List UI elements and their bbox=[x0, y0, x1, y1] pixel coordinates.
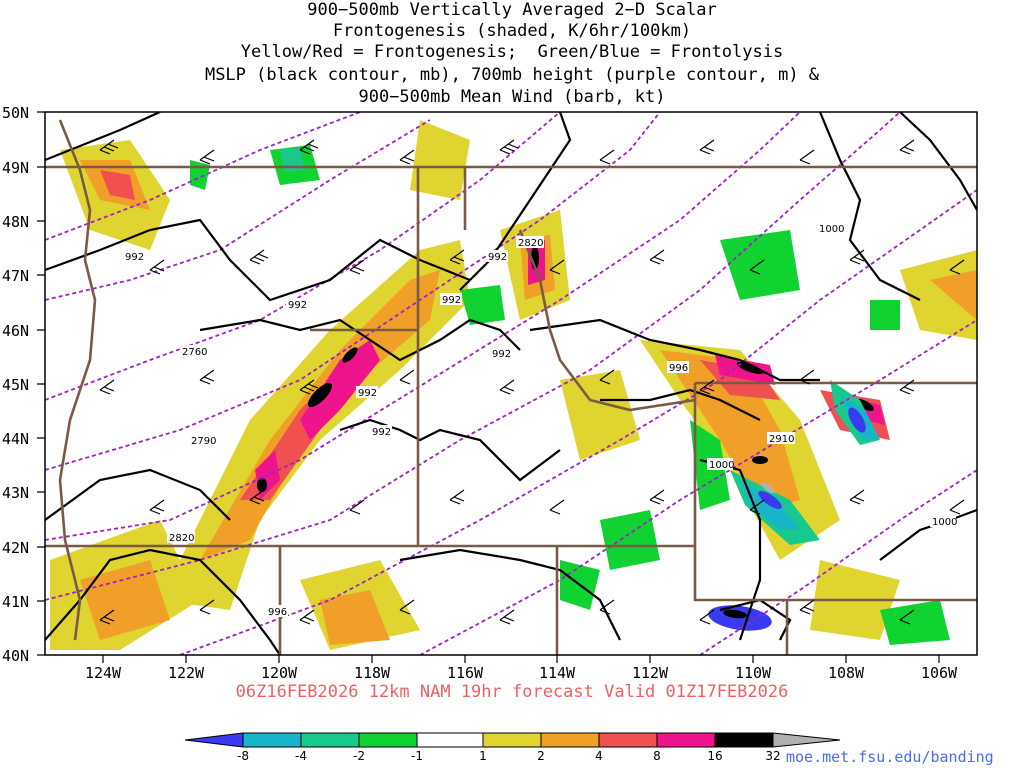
state-borders bbox=[45, 119, 977, 655]
svg-text:992: 992 bbox=[125, 252, 144, 263]
mslp-label: 992 bbox=[123, 250, 145, 263]
colorbar-swatch bbox=[185, 733, 243, 747]
svg-text:992: 992 bbox=[488, 252, 507, 263]
mslp-label: 992 bbox=[356, 386, 378, 399]
height-label: 2820 bbox=[167, 531, 195, 544]
colorbar: -8 -4 -2 -1 1 2 4 8 16 32 bbox=[184, 732, 841, 763]
lon-label: 110W bbox=[735, 664, 772, 682]
title-line-4: MSLP (black contour, mb), 700mb height (… bbox=[204, 65, 820, 85]
svg-text:996: 996 bbox=[268, 607, 287, 618]
mslp-label: 992 bbox=[286, 298, 308, 311]
svg-text:992: 992 bbox=[288, 300, 307, 311]
colorbar-swatch bbox=[417, 733, 483, 747]
contour-labels: 992 992 992 992 992 992 992 996 996 1000… bbox=[123, 222, 957, 618]
mslp-label: 996 bbox=[667, 361, 689, 374]
mslp-label: 1000 bbox=[930, 515, 957, 528]
lon-label: 114W bbox=[539, 664, 576, 682]
title-line-3: Yellow/Red = Frontogenesis; Green/Blue =… bbox=[240, 42, 784, 62]
mslp-label: 996 bbox=[266, 605, 288, 618]
svg-text:2910: 2910 bbox=[769, 434, 794, 445]
colorbar-label: -4 bbox=[295, 749, 307, 763]
title-line-1: 900−500mb Vertically Averaged 2−D Scalar bbox=[307, 0, 717, 20]
lat-label: 43N bbox=[2, 484, 29, 502]
svg-text:992: 992 bbox=[492, 349, 511, 360]
svg-text:992: 992 bbox=[358, 388, 377, 399]
colorbar-swatch bbox=[483, 733, 541, 747]
height-label: 2790 bbox=[189, 434, 217, 447]
lat-label: 41N bbox=[2, 593, 29, 611]
lon-label: 120W bbox=[261, 664, 298, 682]
mslp-label: 992 bbox=[490, 347, 512, 360]
colorbar-label: -1 bbox=[411, 749, 423, 763]
mslp-label: 992 bbox=[486, 250, 508, 263]
colorbar-swatch bbox=[541, 733, 599, 747]
colorbar-swatch bbox=[715, 733, 773, 747]
colorbar-label: -8 bbox=[237, 749, 249, 763]
svg-text:1000: 1000 bbox=[709, 460, 734, 471]
forecast-valid-time: 06Z16FEB2026 12km NAM 19hr forecast Vali… bbox=[235, 682, 789, 702]
svg-text:1000: 1000 bbox=[932, 517, 957, 528]
lon-label: 118W bbox=[354, 664, 391, 682]
colorbar-label: 32 bbox=[765, 749, 780, 763]
height-label: 2820 bbox=[516, 236, 544, 249]
height-label: 2910 bbox=[767, 432, 795, 445]
colorbar-swatch bbox=[599, 733, 657, 747]
lat-label: 42N bbox=[2, 539, 29, 557]
svg-text:2760: 2760 bbox=[182, 347, 207, 358]
lat-label: 47N bbox=[2, 267, 29, 285]
svg-text:2820: 2820 bbox=[169, 533, 194, 544]
mslp-label: 1000 bbox=[817, 222, 844, 235]
latitude-axis: 50N 49N 48N 47N 46N 45N 44N 43N 42N 41N … bbox=[2, 104, 45, 665]
lat-label: 48N bbox=[2, 213, 29, 231]
svg-text:996: 996 bbox=[669, 363, 688, 374]
lon-label: 116W bbox=[447, 664, 484, 682]
colorbar-swatch bbox=[773, 733, 840, 747]
mslp-label: 1000 bbox=[707, 458, 734, 471]
height-label: 2760 bbox=[180, 345, 208, 358]
lat-label: 40N bbox=[2, 647, 29, 665]
lon-label: 106W bbox=[921, 664, 958, 682]
colorbar-swatch bbox=[243, 733, 301, 747]
colorbar-swatch bbox=[359, 733, 417, 747]
lat-label: 49N bbox=[2, 159, 29, 177]
svg-text:992: 992 bbox=[372, 427, 391, 438]
mslp-label: 992 bbox=[370, 425, 392, 438]
lat-label: 45N bbox=[2, 376, 29, 394]
colorbar-label: 8 bbox=[653, 749, 661, 763]
colorbar-label: 2 bbox=[537, 749, 545, 763]
lon-label: 122W bbox=[168, 664, 205, 682]
colorbar-swatch bbox=[301, 733, 359, 747]
svg-text:2790: 2790 bbox=[191, 436, 216, 447]
colorbar-swatch bbox=[657, 733, 715, 747]
title-line-5: 900−500mb Mean Wind (barb, kt) bbox=[358, 87, 666, 107]
wind-barbs bbox=[99, 139, 965, 625]
colorbar-label: 1 bbox=[479, 749, 487, 763]
lon-label: 124W bbox=[85, 664, 122, 682]
mslp-label: 992 bbox=[440, 293, 462, 306]
title-line-2: Frontogenesis (shaded, K/6hr/100km) bbox=[332, 21, 692, 41]
colorbar-label: -2 bbox=[353, 749, 365, 763]
colorbar-label: 16 bbox=[707, 749, 722, 763]
svg-text:2820: 2820 bbox=[518, 238, 543, 249]
svg-text:992: 992 bbox=[442, 295, 461, 306]
lat-label: 44N bbox=[2, 430, 29, 448]
lat-label: 46N bbox=[2, 322, 29, 340]
longitude-axis: 124W 122W 120W 118W 116W 114W 112W 110W … bbox=[85, 655, 958, 682]
svg-text:1000: 1000 bbox=[819, 224, 844, 235]
lon-label: 108W bbox=[828, 664, 865, 682]
credit-link[interactable]: moe.met.fsu.edu/banding bbox=[786, 748, 994, 766]
lon-label: 112W bbox=[632, 664, 669, 682]
colorbar-label: 4 bbox=[595, 749, 603, 763]
lat-label: 50N bbox=[2, 104, 29, 122]
